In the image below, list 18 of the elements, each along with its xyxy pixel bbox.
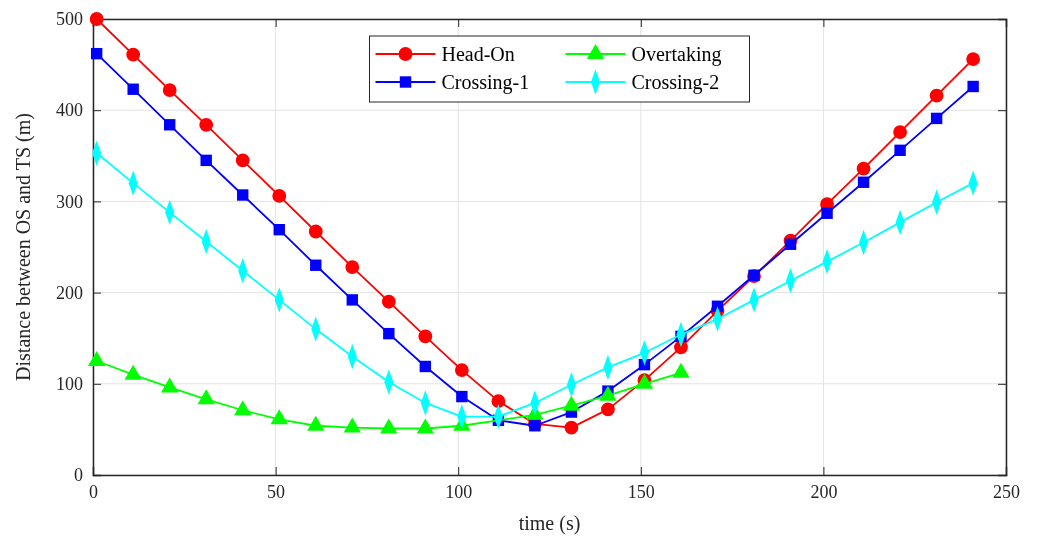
legend-label: Overtaking bbox=[631, 43, 722, 66]
legend-label: Head-On bbox=[441, 43, 515, 65]
y-tick-label: 400 bbox=[56, 100, 83, 121]
y-tick-label: 200 bbox=[56, 282, 83, 303]
x-tick-label: 150 bbox=[627, 481, 655, 502]
y-tick-label: 100 bbox=[56, 374, 83, 395]
y-tick-label: 0 bbox=[74, 465, 83, 486]
y-axis-title: Distance between OS and TS (m) bbox=[12, 113, 35, 381]
x-axis-title: time (s) bbox=[518, 512, 581, 535]
y-tick-label: 300 bbox=[56, 191, 83, 212]
y-tick-label: 500 bbox=[56, 9, 83, 30]
legend-label: Crossing-2 bbox=[631, 71, 720, 94]
x-tick-label: 250 bbox=[993, 481, 1020, 502]
x-tick-label: 50 bbox=[267, 481, 286, 502]
x-tick-label: 100 bbox=[445, 481, 473, 502]
x-tick-label: 200 bbox=[810, 481, 838, 502]
x-tick-label: 0 bbox=[89, 481, 98, 502]
legend-label: Crossing-1 bbox=[441, 71, 530, 94]
